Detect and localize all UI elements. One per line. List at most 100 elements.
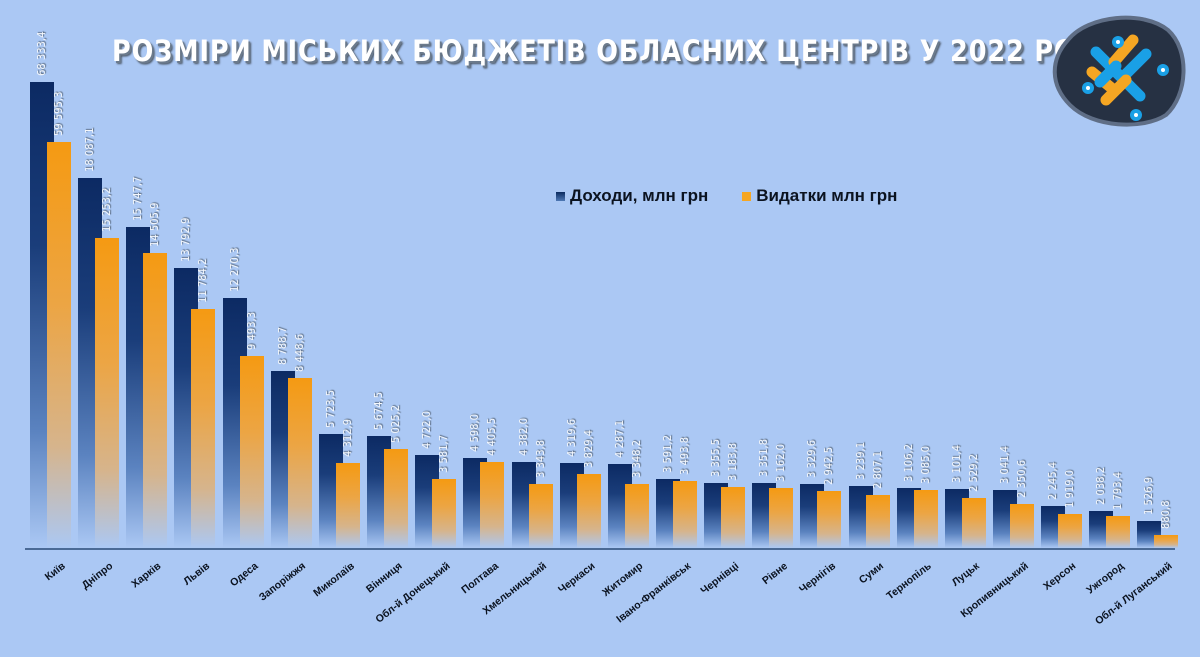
x-axis-category-label: Харків [129, 560, 164, 591]
expense-bar [287, 378, 312, 548]
logo-icon [1052, 15, 1186, 127]
income-value-label: 4 382,0 [517, 417, 530, 456]
income-value-label: 3 355,5 [710, 438, 723, 477]
income-value-label: 5 674,5 [373, 391, 386, 430]
income-value-label: 4 287,1 [613, 419, 626, 458]
x-axis-category-label: Запоріжжя [256, 560, 309, 604]
chart-title: РОЗМІРИ МІСЬКИХ БЮДЖЕТІВ ОБЛАСНИХ ЦЕНТРІ… [112, 34, 1112, 68]
expense-value-label: 2 529,2 [967, 453, 980, 492]
expense-bar [624, 484, 649, 548]
x-axis-category-label: Луцьк [950, 560, 983, 589]
income-value-label: 3 239,1 [854, 441, 867, 480]
x-axis-category-label: Рівне [759, 560, 790, 588]
x-axis-category-label: Дніпро [79, 560, 116, 592]
expense-bar [865, 495, 890, 548]
expense-bar [432, 479, 457, 548]
expense-bar [528, 484, 553, 548]
expense-bar [239, 356, 264, 548]
x-axis-category-label: Чернівці [698, 560, 742, 597]
x-axis-category-label: Львів [181, 560, 212, 588]
income-value-label: 2 245,4 [1047, 461, 1060, 500]
expense-bar [913, 490, 938, 548]
expense-value-label: 880,8 [1160, 500, 1173, 529]
x-axis-category-label: Вінниця [363, 560, 405, 596]
income-value-label: 4 319,6 [565, 418, 578, 457]
expense-value-label: 2 350,6 [1016, 459, 1028, 498]
expense-bar [143, 253, 168, 548]
x-axis-category-label: Суми [856, 560, 886, 587]
income-swatch-icon [556, 191, 565, 201]
income-value-label: 18 087,1 [84, 127, 97, 172]
expense-value-label: 1 919,0 [1064, 469, 1077, 508]
expense-bar [769, 488, 794, 548]
expense-bar [576, 474, 601, 548]
expense-value-label: 9 493,3 [245, 311, 258, 350]
expense-bar [1106, 516, 1131, 548]
legend-income-label: Доходи, млн грн [570, 186, 709, 205]
legend-item-income: Доходи, млн грн [556, 186, 708, 206]
x-axis-category-label: Полтава [459, 560, 501, 597]
x-axis-category-label: Миколаїв [310, 560, 357, 600]
x-axis-line [25, 548, 1175, 550]
expense-value-label: 14 505,9 [149, 202, 162, 247]
chart-legend: Доходи, млн грн Видатки млн грн [556, 186, 897, 206]
income-value-label: 68 333,4 [36, 31, 48, 77]
x-axis-category-label: Херсон [1041, 560, 1079, 593]
income-value-label: 12 270,3 [228, 247, 241, 292]
expense-value-label: 3 343,8 [534, 439, 547, 478]
expense-bar [721, 487, 746, 548]
expense-bar [817, 491, 842, 548]
expense-value-label: 3 183,8 [727, 442, 740, 481]
x-axis-category-label: Київ [42, 560, 68, 584]
expense-value-label: 5 025,2 [390, 404, 403, 443]
expense-value-label: 2 942,5 [823, 446, 836, 485]
expense-swatch-icon [742, 191, 752, 201]
income-value-label: 3 101,4 [950, 444, 963, 483]
income-value-label: 1 526,9 [1143, 476, 1156, 515]
expense-value-label: 4 312,9 [341, 418, 354, 457]
x-axis-category-label: Одеса [227, 560, 260, 590]
expense-bar [961, 498, 986, 548]
expense-bar [191, 309, 216, 548]
expense-value-label: 3 581,7 [438, 434, 451, 473]
expense-bar [672, 481, 697, 548]
expense-value-label: 59 595,3 [53, 91, 65, 136]
expense-value-label: 15 253,2 [101, 187, 114, 232]
expense-value-label: 2 807,1 [871, 450, 884, 489]
expense-bar [47, 142, 71, 548]
expense-value-label: 4 405,5 [486, 417, 499, 456]
income-value-label: 2 038,2 [1095, 466, 1108, 505]
expense-value-label: 8 448,6 [293, 333, 306, 372]
income-value-label: 3 591,2 [661, 434, 674, 473]
expense-bar [1058, 514, 1083, 548]
x-axis-category-label: Чернігів [796, 560, 838, 596]
expense-value-label: 3 493,8 [678, 436, 691, 475]
expense-value-label: 1 793,4 [1112, 471, 1125, 510]
expense-value-label: 3 829,4 [582, 429, 595, 468]
expense-bar [95, 238, 120, 548]
expense-bar [1010, 504, 1034, 548]
expense-value-label: 3 348,2 [630, 439, 643, 478]
expense-value-label: 3 162,0 [775, 443, 788, 482]
income-value-label: 3 329,6 [806, 439, 819, 478]
income-value-label: 3 106,2 [902, 443, 915, 482]
legend-item-expense: Видатки млн грн [742, 186, 897, 206]
income-value-label: 5 723,5 [324, 389, 337, 428]
expense-bar [335, 463, 360, 548]
expense-bar [384, 449, 409, 548]
income-value-label: 15 747,7 [132, 176, 145, 221]
income-value-label: 3 351,8 [758, 438, 771, 477]
income-value-label: 4 722,0 [421, 410, 434, 449]
income-value-label: 4 598,0 [469, 413, 482, 452]
expense-bar [480, 462, 505, 548]
x-axis-category-label: Житомир [600, 560, 646, 599]
legend-expense-label: Видатки млн грн [756, 186, 898, 205]
expense-bar [1154, 535, 1179, 548]
expense-value-label: 3 085,0 [919, 445, 932, 484]
x-axis-category-label: Ужгород [1084, 560, 1127, 597]
income-value-label: 8 788,7 [276, 326, 289, 365]
x-axis-category-label: Тернопіль [884, 560, 935, 603]
x-axis-category-label: Черкаси [555, 560, 598, 596]
income-value-label: 13 792,9 [180, 217, 193, 262]
